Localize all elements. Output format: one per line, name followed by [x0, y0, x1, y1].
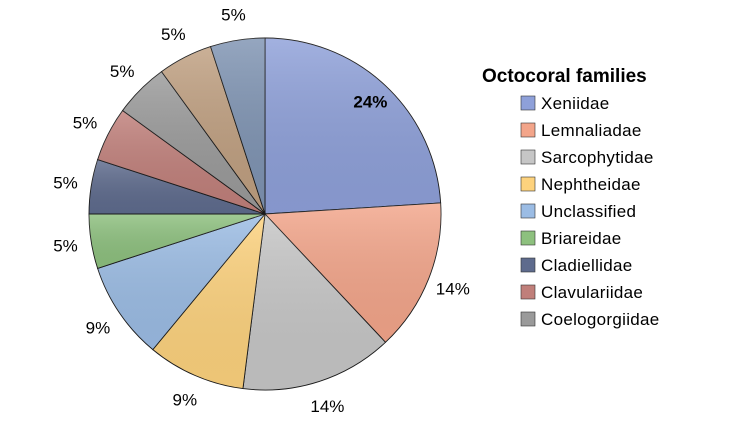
legend-label: Sarcophytidae	[541, 148, 654, 167]
pie-value-label: 5%	[161, 25, 186, 44]
legend-swatch	[520, 95, 536, 111]
pie-value-label: 9%	[86, 319, 111, 338]
pie-slice-shade	[97, 110, 265, 214]
pie-value-labels: 24% 14% 14% 9% 9% 5% 5% 5% 5% 5% 5%	[53, 6, 470, 417]
pie-value-label: 9%	[173, 390, 198, 409]
legend-label: Cladiellidae	[541, 256, 633, 275]
pie-slice-shade	[89, 159, 265, 214]
legend-label: Xeniidae	[541, 94, 610, 113]
legend-swatch	[520, 284, 536, 300]
legend-label: Briareidae	[541, 229, 622, 248]
pie-value-label: 5%	[53, 173, 78, 192]
legend-title: Octocoral families	[482, 66, 647, 87]
legend: Octocoral families Xeniidae Lemnaliadae Sa…	[482, 66, 660, 329]
pie-value-label: 14%	[436, 279, 470, 298]
legend-swatch	[520, 230, 536, 246]
pie-value-label: 5%	[73, 113, 98, 132]
pie-value-label: 24%	[353, 93, 387, 112]
legend-label: Clavulariidae	[541, 283, 643, 302]
legend-swatch	[520, 203, 536, 219]
legend-swatch	[520, 311, 536, 327]
pie-slice-shade	[152, 214, 265, 389]
legend-swatch	[520, 122, 536, 138]
pie-slice-shade	[242, 214, 386, 390]
pie-value-label: 5%	[221, 6, 246, 25]
legend-label: Nephtheidae	[541, 175, 641, 194]
pie-value-label: 5%	[53, 237, 78, 256]
pie-slice-shade	[265, 202, 441, 343]
legend-swatch	[520, 257, 536, 273]
pie-slice-shade	[265, 38, 441, 214]
pie-slice-shade	[122, 71, 265, 214]
pie-slice-shade	[97, 214, 265, 350]
legend-label: Coelogorgiidae	[541, 310, 660, 329]
legend-label: Unclassified	[541, 202, 636, 221]
pie-value-label: 14%	[310, 397, 344, 416]
legend-swatch	[520, 176, 536, 192]
pie-slice-shade	[89, 214, 265, 269]
legend-swatch	[520, 149, 536, 165]
pie-slice-shade	[210, 38, 265, 214]
pie-slice-shade	[161, 46, 265, 214]
pie-value-label: 5%	[110, 62, 135, 81]
pie-slices	[88, 37, 442, 391]
legend-label: Lemnaliadae	[541, 121, 642, 140]
